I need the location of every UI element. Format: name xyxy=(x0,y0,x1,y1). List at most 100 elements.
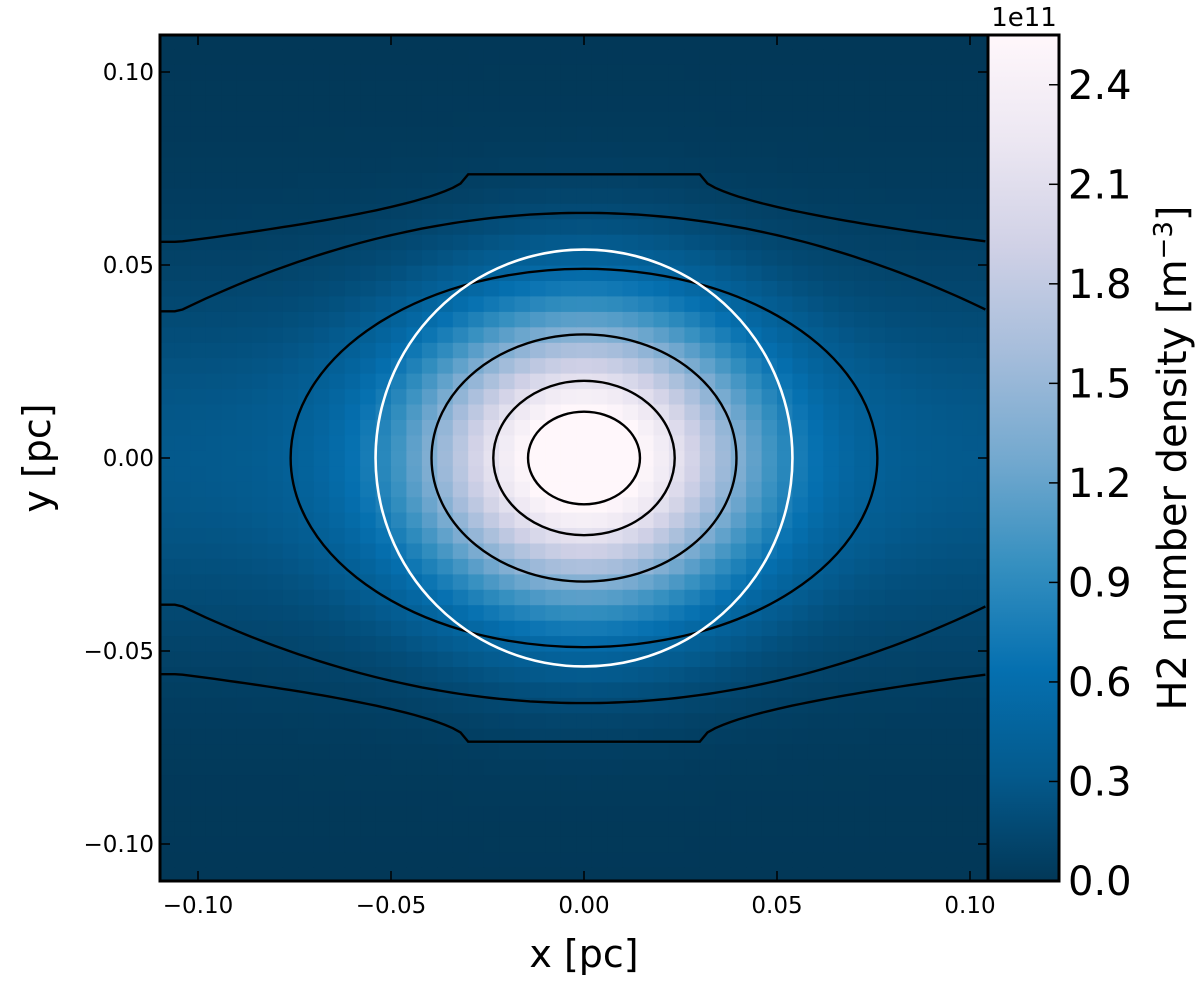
heatmap-cell xyxy=(468,481,485,498)
heatmap-cell xyxy=(468,342,485,359)
heatmap-cell xyxy=(329,450,346,467)
heatmap-cell xyxy=(591,867,608,881)
heatmap-cell xyxy=(545,434,562,451)
heatmap-cell xyxy=(807,635,824,652)
heatmap-cell xyxy=(344,110,361,127)
heatmap-cell xyxy=(591,450,608,467)
heatmap-cell xyxy=(360,172,377,189)
heatmap-cell xyxy=(530,728,546,745)
heatmap-cell xyxy=(329,156,346,173)
heatmap-cell xyxy=(391,851,407,868)
heatmap-cell xyxy=(792,419,809,436)
heatmap-cell xyxy=(746,141,763,158)
heatmap-cell xyxy=(560,651,577,667)
heatmap-cell xyxy=(205,156,222,173)
heatmap-cell xyxy=(730,249,747,266)
heatmap-cell xyxy=(715,743,732,760)
heatmap-cell xyxy=(252,311,268,328)
heatmap-cell xyxy=(437,218,454,235)
heatmap-cell xyxy=(375,867,392,881)
heatmap-cell xyxy=(205,790,222,806)
heatmap-cell xyxy=(777,141,793,158)
heatmap-cell xyxy=(514,681,531,698)
heatmap-cell xyxy=(962,48,979,65)
heatmap-cell xyxy=(329,666,346,683)
heatmap-cell xyxy=(375,465,392,482)
heatmap-cell xyxy=(406,851,423,868)
heatmap-cell xyxy=(807,558,824,575)
heatmap-cell xyxy=(530,126,546,142)
heatmap-cell xyxy=(854,681,871,698)
heatmap-cell xyxy=(174,373,191,390)
heatmap-cell xyxy=(977,512,988,528)
heatmap-cell xyxy=(160,867,176,881)
heatmap-cell xyxy=(777,820,793,837)
heatmap-cell xyxy=(885,542,902,559)
heatmap-cell xyxy=(313,35,330,50)
heatmap-cell xyxy=(622,589,639,606)
heatmap-cell xyxy=(236,373,253,390)
heatmap-cell xyxy=(746,774,763,791)
heatmap-cell xyxy=(437,558,454,575)
heatmap-cell xyxy=(298,265,315,281)
heatmap-cell xyxy=(854,666,871,683)
heatmap-cell xyxy=(622,666,639,683)
heatmap-cell xyxy=(823,805,840,822)
heatmap-cell xyxy=(160,573,176,590)
heatmap-cell xyxy=(823,295,840,312)
heatmap-cell xyxy=(946,141,963,158)
heatmap-cell xyxy=(236,326,253,343)
heatmap-cell xyxy=(699,558,716,575)
heatmap-cell xyxy=(931,265,948,281)
heatmap-cell xyxy=(468,249,485,266)
heatmap-cell xyxy=(360,79,377,96)
heatmap-cell xyxy=(746,620,763,637)
heatmap-cell xyxy=(221,404,238,420)
heatmap-cell xyxy=(499,589,516,606)
heatmap-cell xyxy=(715,836,732,853)
heatmap-cell xyxy=(838,542,855,559)
heatmap-cell xyxy=(653,620,670,637)
heatmap-cell xyxy=(777,48,793,65)
heatmap-cell xyxy=(607,35,624,50)
heatmap-cell xyxy=(684,357,701,374)
heatmap-cell xyxy=(946,311,963,328)
heatmap-cell xyxy=(838,743,855,760)
heatmap-cell xyxy=(576,187,593,204)
heatmap-cell xyxy=(761,666,778,683)
heatmap-cell xyxy=(252,573,268,590)
heatmap-cell xyxy=(839,18,855,34)
heatmap-cell xyxy=(746,126,763,142)
heatmap-cell xyxy=(916,496,932,513)
heatmap-cell xyxy=(792,295,809,312)
heatmap-cell xyxy=(313,496,330,513)
heatmap-cell xyxy=(761,774,778,791)
heatmap-cell xyxy=(190,558,207,575)
heatmap-cell xyxy=(668,836,685,853)
heatmap-cell xyxy=(792,187,809,204)
heatmap-cell xyxy=(452,110,469,127)
heatmap-cell xyxy=(885,280,902,297)
heatmap-cell xyxy=(421,326,438,343)
heatmap-cell xyxy=(468,280,485,297)
heatmap-cell xyxy=(591,419,608,436)
heatmap-cell xyxy=(792,218,809,235)
heatmap-cell xyxy=(514,326,531,343)
heatmap-cell xyxy=(252,64,268,81)
heatmap-cell xyxy=(807,465,824,482)
heatmap-cell xyxy=(406,35,423,50)
heatmap-cell xyxy=(730,496,747,513)
heatmap-cell xyxy=(869,743,886,760)
heatmap-cell xyxy=(205,342,222,359)
heatmap-cell xyxy=(221,759,238,776)
heatmap-cell xyxy=(190,419,207,436)
heatmap-cell xyxy=(252,18,268,34)
heatmap-cell xyxy=(560,820,577,837)
heatmap-cell xyxy=(885,342,902,359)
heatmap-cell xyxy=(391,743,407,760)
heatmap-cell xyxy=(205,388,222,405)
heatmap-cell xyxy=(761,635,778,652)
heatmap-cell xyxy=(252,48,268,65)
heatmap-cell xyxy=(931,249,948,266)
heatmap-cell xyxy=(174,172,191,189)
